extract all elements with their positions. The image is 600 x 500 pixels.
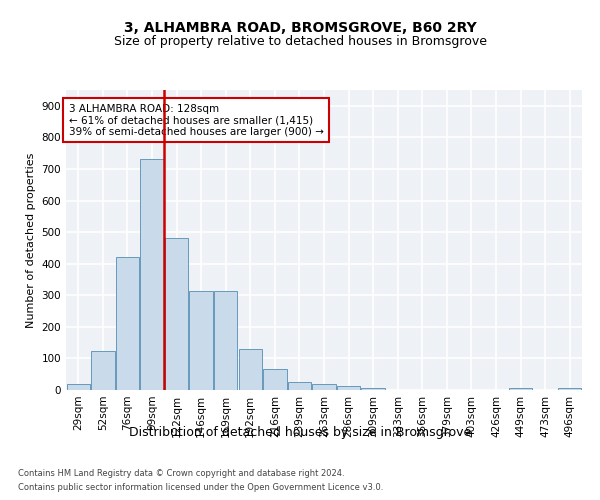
Bar: [116, 258, 139, 390]
Bar: [288, 382, 311, 390]
Bar: [140, 160, 164, 390]
Text: Contains public sector information licensed under the Open Government Licence v3: Contains public sector information licen…: [18, 483, 383, 492]
Bar: [263, 370, 287, 390]
Text: Distribution of detached houses by size in Bromsgrove: Distribution of detached houses by size …: [129, 426, 471, 439]
Bar: [313, 384, 335, 390]
Bar: [91, 352, 115, 390]
Y-axis label: Number of detached properties: Number of detached properties: [26, 152, 36, 328]
Text: 3, ALHAMBRA ROAD, BROMSGROVE, B60 2RY: 3, ALHAMBRA ROAD, BROMSGROVE, B60 2RY: [124, 20, 476, 34]
Bar: [558, 388, 581, 390]
Bar: [190, 290, 213, 390]
Bar: [337, 386, 360, 390]
Bar: [214, 290, 238, 390]
Bar: [239, 349, 262, 390]
Text: 3 ALHAMBRA ROAD: 128sqm
← 61% of detached houses are smaller (1,415)
39% of semi: 3 ALHAMBRA ROAD: 128sqm ← 61% of detache…: [68, 104, 323, 136]
Text: Size of property relative to detached houses in Bromsgrove: Size of property relative to detached ho…: [113, 34, 487, 48]
Bar: [67, 384, 90, 390]
Bar: [165, 238, 188, 390]
Text: Contains HM Land Registry data © Crown copyright and database right 2024.: Contains HM Land Registry data © Crown c…: [18, 470, 344, 478]
Bar: [361, 388, 385, 390]
Bar: [509, 388, 532, 390]
